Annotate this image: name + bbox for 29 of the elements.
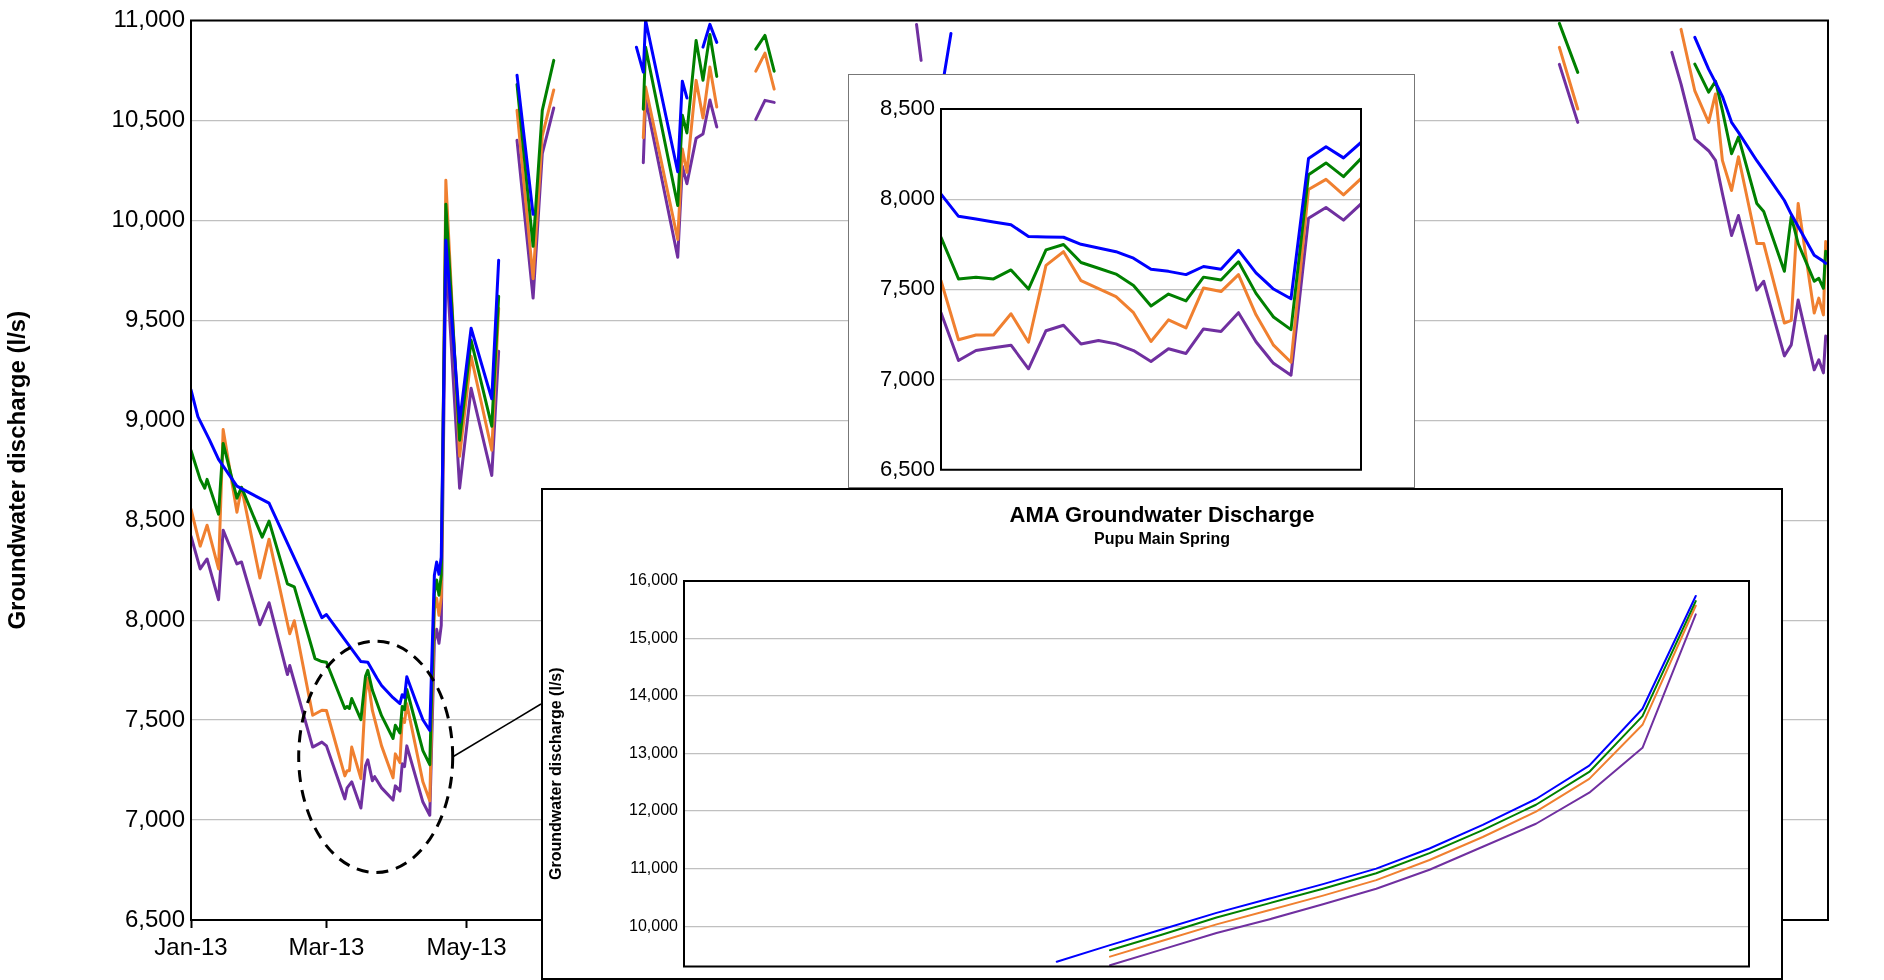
y-tick-label: 11,000 xyxy=(630,859,679,877)
y-tick-label: 12,000 xyxy=(629,801,679,819)
y-tick-label: 10,000 xyxy=(629,916,679,934)
y-tick-label: 7,500 xyxy=(879,275,935,301)
y-tick-label: 6,500 xyxy=(879,455,935,481)
y-tick-label: 7,000 xyxy=(879,365,935,391)
y-tick-label: 9,000 xyxy=(124,404,185,432)
y-axis-title: Groundwater discharge (l/s) xyxy=(3,310,31,630)
y-tick-label: 8,000 xyxy=(124,604,185,632)
y-tick-label: 6,500 xyxy=(124,904,185,932)
x-tick-label: Mar-13 xyxy=(288,933,365,961)
y-tick-label: 9,500 xyxy=(124,304,185,332)
y-tick-label: 15,000 xyxy=(629,628,679,646)
y-tick-label: 8,500 xyxy=(879,95,935,121)
y-tick-label: 8,000 xyxy=(879,185,935,211)
y-tick-label: 8,500 xyxy=(124,504,185,532)
y-axis-title: Groundwater discharge (l/s) xyxy=(547,667,565,880)
y-tick-label: 7,000 xyxy=(124,804,185,832)
y-tick-label: 11,000 xyxy=(113,5,185,33)
x-tick-label: Jan-13 xyxy=(154,933,228,961)
chart-title: AMA Groundwater Discharge xyxy=(1008,502,1316,528)
x-tick-label: May-13 xyxy=(426,933,507,961)
chart-subtitle: Pupu Main Spring xyxy=(1093,530,1231,548)
y-tick-label: 10,000 xyxy=(111,204,185,232)
y-tick-label: 7,500 xyxy=(124,704,185,732)
y-tick-label: 13,000 xyxy=(629,743,679,761)
y-tick-label: 10,500 xyxy=(111,104,185,132)
y-tick-label: 16,000 xyxy=(629,571,679,589)
y-tick-label: 14,000 xyxy=(629,686,679,704)
